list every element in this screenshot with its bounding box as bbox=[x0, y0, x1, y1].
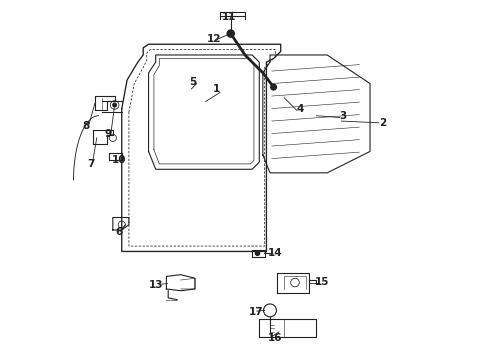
Circle shape bbox=[113, 103, 117, 107]
Text: 16: 16 bbox=[268, 333, 283, 343]
Text: 10: 10 bbox=[112, 156, 126, 165]
Text: 8: 8 bbox=[82, 121, 90, 131]
Circle shape bbox=[270, 84, 276, 90]
Text: 2: 2 bbox=[379, 118, 386, 128]
Text: 1: 1 bbox=[213, 84, 220, 94]
Circle shape bbox=[255, 251, 260, 255]
Text: 9: 9 bbox=[105, 129, 112, 139]
Text: 17: 17 bbox=[248, 307, 263, 317]
Text: 12: 12 bbox=[206, 34, 221, 44]
Text: 11: 11 bbox=[221, 13, 236, 22]
Text: 15: 15 bbox=[315, 277, 329, 287]
Text: 5: 5 bbox=[190, 77, 197, 87]
Text: 4: 4 bbox=[296, 104, 304, 113]
Text: 7: 7 bbox=[87, 159, 95, 169]
Text: 13: 13 bbox=[148, 280, 163, 291]
Text: 6: 6 bbox=[116, 227, 123, 237]
Text: 3: 3 bbox=[340, 111, 347, 121]
Circle shape bbox=[227, 30, 234, 37]
Text: 14: 14 bbox=[268, 248, 283, 258]
